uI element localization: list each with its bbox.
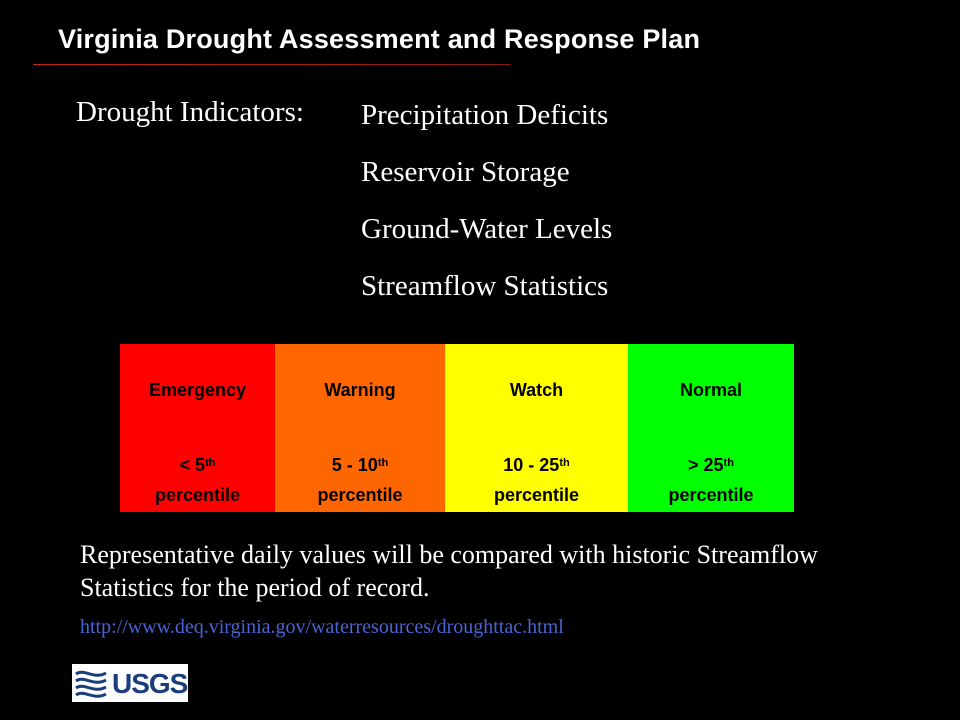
level-range: 5 - 10th percentile (317, 455, 403, 505)
description-text: Representative daily values will be comp… (80, 540, 818, 602)
usgs-wave-icon (75, 670, 107, 698)
deq-drought-link[interactable]: http://www.deq.virginia.gov/waterresourc… (80, 616, 564, 638)
indicators-label: Drought Indicators: (76, 96, 304, 128)
slide-title: Virginia Drought Assessment and Response… (58, 24, 701, 54)
indicator-item: Ground-Water Levels (361, 213, 613, 245)
level-normal: Normal > 25th percentile (628, 344, 794, 512)
level-warning: Warning 5 - 10th percentile (275, 344, 445, 512)
level-range: > 25th percentile (668, 455, 754, 505)
level-name: Emergency (148, 380, 247, 400)
title-divider (33, 64, 511, 65)
level-name: Warning (324, 380, 396, 400)
level-name: Watch (509, 380, 564, 400)
indicator-item: Precipitation Deficits (361, 99, 609, 131)
indicator-item: Reservoir Storage (361, 156, 570, 188)
usgs-logo: USGS (72, 664, 188, 702)
indicator-item: Streamflow Statistics (361, 270, 609, 302)
usgs-logo-text: USGS (112, 668, 188, 699)
level-range: < 5th percentile (154, 455, 241, 505)
level-range: 10 - 25th percentile (493, 455, 580, 505)
drought-level-scale: Emergency < 5th percentile Warning 5 - 10… (120, 344, 794, 512)
level-name: Normal (679, 380, 742, 400)
level-watch: Watch 10 - 25th percentile (445, 344, 628, 512)
level-emergency: Emergency < 5th percentile (120, 344, 275, 512)
indicator-list: Precipitation Deficits Reservoir Storage… (361, 96, 612, 324)
